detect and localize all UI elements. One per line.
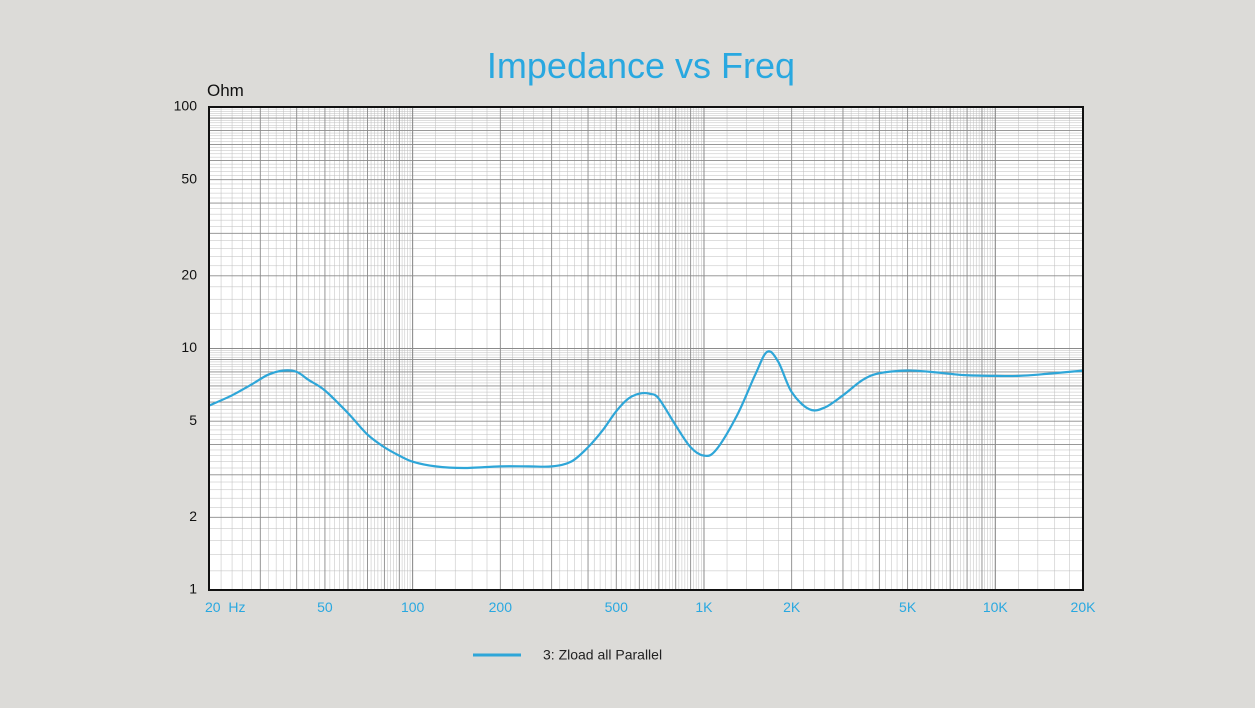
x-tick-label: 1K <box>695 599 713 615</box>
series-line <box>208 350 1084 470</box>
legend-label: 3: Zload all Parallel <box>543 647 662 663</box>
y-axis-label: Ohm <box>207 81 244 100</box>
y-tick-label: 100 <box>174 98 198 114</box>
x-tick-label: 20K <box>1071 599 1097 615</box>
y-tick-label: 2 <box>189 508 197 524</box>
y-tick-label: 5 <box>189 412 197 428</box>
y-tick-label: 10 <box>181 339 197 355</box>
x-tick-label: 20 Hz <box>205 599 245 615</box>
y-tick-labels: 100 50 20 10 5 2 1 <box>174 98 198 597</box>
x-tick-label: 10K <box>983 599 1009 615</box>
x-tick-label: 100 <box>401 599 425 615</box>
x-tick-label: 2K <box>783 599 801 615</box>
x-tick-label: 5K <box>899 599 917 615</box>
x-tick-label: 200 <box>489 599 513 615</box>
y-tick-label: 1 <box>189 581 197 597</box>
x-tick-label: 500 <box>605 599 629 615</box>
x-tick-label: 50 <box>317 599 333 615</box>
chart-title: Impedance vs Freq <box>487 45 795 86</box>
y-tick-label: 20 <box>181 267 197 283</box>
x-tick-labels: 20 Hz 50 100 200 500 1K 2K 5K 10K 20K <box>205 599 1096 615</box>
plot-frame <box>208 106 1084 591</box>
grid-major <box>209 107 1083 590</box>
y-tick-label: 50 <box>181 170 197 186</box>
